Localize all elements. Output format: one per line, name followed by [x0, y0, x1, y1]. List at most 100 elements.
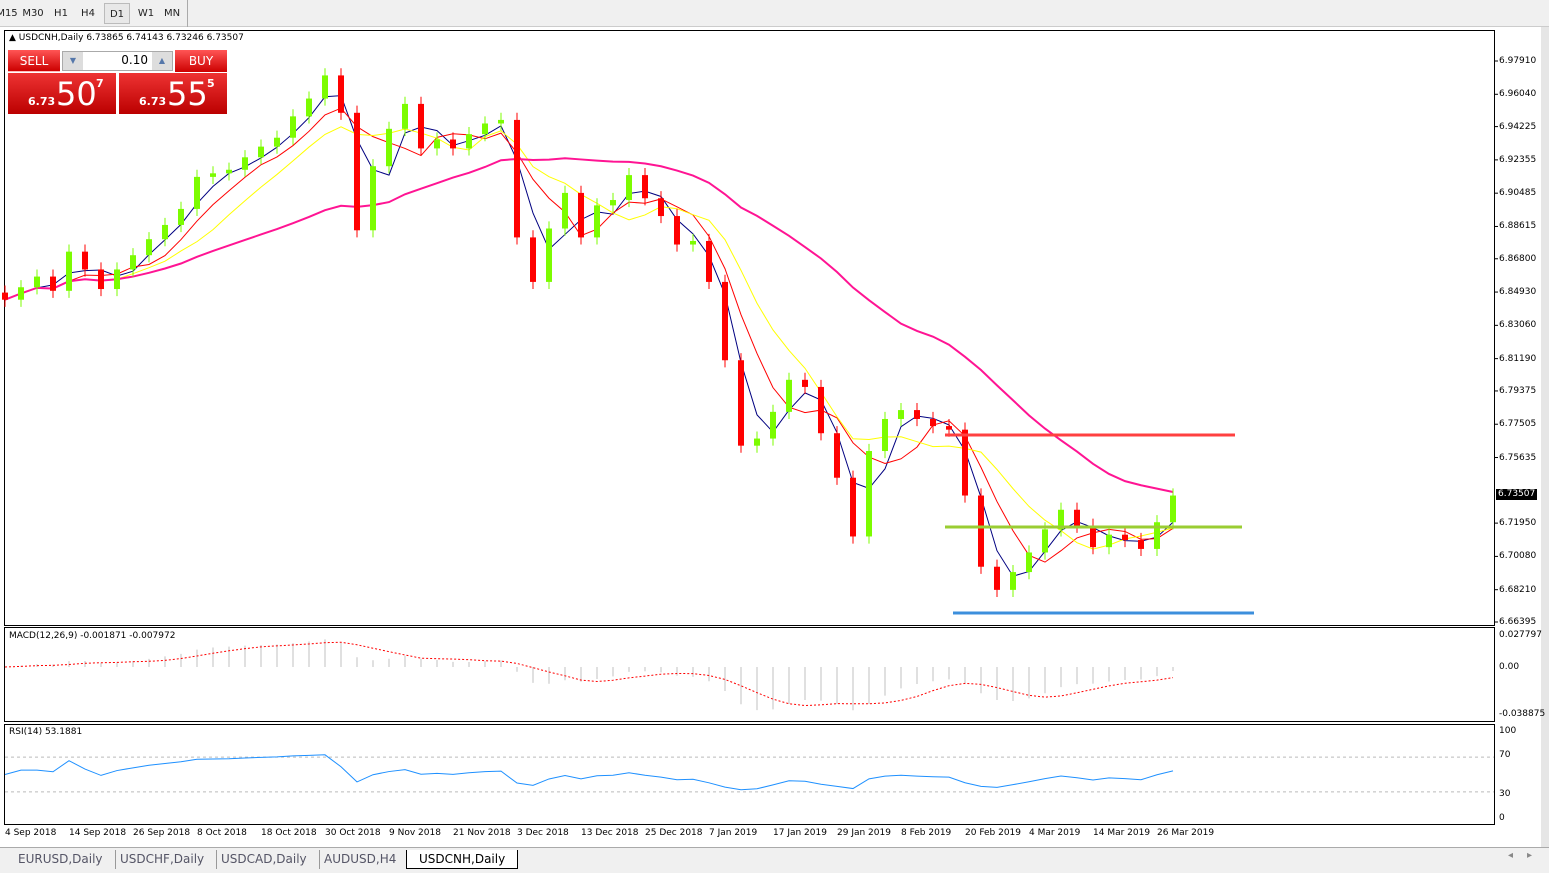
candle-body: [818, 386, 824, 434]
date-tick-label: 4 Mar 2019: [1029, 828, 1081, 838]
toolbar-divider: [187, 0, 188, 27]
rsi-line: [4, 754, 1174, 791]
candle-body: [450, 139, 456, 149]
candle-body: [866, 451, 872, 537]
candle-body: [626, 175, 632, 201]
lot-increase-icon[interactable]: ▲: [152, 52, 172, 70]
date-tick-label: 26 Mar 2019: [1157, 828, 1215, 838]
macd-signal-line: [4, 641, 1174, 707]
candle-body: [466, 134, 472, 149]
candle-body: [1074, 509, 1080, 526]
candle-body: [882, 418, 888, 452]
candle-body: [562, 192, 568, 229]
candle-body: [338, 75, 344, 113]
timeframe-h4[interactable]: H4: [81, 8, 95, 19]
candle-body: [946, 426, 952, 430]
ohlc-high: 6.74143: [126, 33, 164, 43]
candle-body: [642, 175, 648, 199]
timeframe-m15[interactable]: M15: [0, 8, 18, 19]
tab-audusd-h4[interactable]: AUDUSD,H4: [312, 850, 410, 869]
candle-body: [210, 173, 216, 177]
candle-body: [322, 75, 328, 99]
lot-size-input[interactable]: ▼ 0.10 ▲: [62, 51, 173, 71]
candle-body: [754, 438, 760, 446]
candle-body: [386, 128, 392, 167]
candle-body: [1042, 529, 1048, 553]
date-tick-label: 14 Sep 2018: [69, 828, 127, 838]
tab-usdchf-daily[interactable]: USDCHF,Daily: [108, 850, 218, 869]
candle-body: [242, 157, 248, 170]
rsi-label: RSI(14) 53.1881: [9, 727, 83, 737]
candle-body: [1090, 525, 1096, 548]
buy-quote[interactable]: 6.73 55 5: [119, 73, 227, 114]
candle-body: [114, 269, 120, 290]
candle-body: [306, 98, 312, 117]
timeframe-d1[interactable]: D1: [104, 3, 130, 24]
candle-body: [434, 139, 440, 149]
date-tick-label: 25 Dec 2018: [645, 828, 703, 838]
timeframe-w1[interactable]: W1: [137, 8, 155, 19]
candle-body: [578, 192, 584, 238]
ohlc-low: 6.73246: [166, 33, 204, 43]
timeframe-h1[interactable]: H1: [54, 8, 68, 19]
candle-body: [402, 103, 408, 129]
candle-body: [994, 566, 1000, 590]
current-price-label: 6.73507: [1496, 489, 1538, 500]
one-click-trading-panel: SELL ▼ 0.10 ▲ BUY 6.73 50 7 6.73 55 5: [8, 50, 227, 114]
candle-body: [1010, 572, 1016, 590]
price-tick-label: 6.83060: [1499, 320, 1537, 331]
candle-body: [34, 276, 40, 288]
price-tick-label: 6.81190: [1499, 353, 1537, 364]
tab-eurusd-daily[interactable]: EURUSD,Daily: [6, 850, 116, 869]
candle-body: [658, 198, 664, 217]
candle-body: [738, 360, 744, 446]
candle-body: [2, 292, 8, 300]
candle-body: [770, 411, 776, 439]
date-tick-label: 18 Oct 2018: [261, 828, 317, 838]
buy-price-prefix: 6.73: [139, 95, 167, 108]
candle-body: [354, 112, 360, 231]
buy-button[interactable]: BUY: [175, 50, 227, 72]
lot-size-value[interactable]: 0.10: [121, 53, 148, 67]
candle-body: [722, 281, 728, 361]
candle-body: [674, 216, 680, 245]
candle-body: [194, 176, 200, 209]
macd-axis-top: 0.027797: [1499, 630, 1542, 640]
moving-average-line: [4, 107, 1174, 563]
chart-header: ▲ USDCNH,Daily 6.73865 6.74143 6.73246 6…: [9, 33, 244, 43]
sell-button[interactable]: SELL: [8, 50, 60, 72]
candle-body: [930, 418, 936, 427]
tab-usdcad-daily[interactable]: USDCAD,Daily: [209, 850, 320, 869]
price-tick-label: 6.94225: [1499, 121, 1537, 132]
candle-body: [610, 200, 616, 206]
candle-body: [1122, 534, 1128, 541]
date-tick-label: 14 Mar 2019: [1093, 828, 1151, 838]
timeframe-mn[interactable]: MN: [163, 8, 181, 19]
macd-pane[interactable]: [4, 627, 1495, 722]
moving-average-line: [4, 95, 1174, 577]
candle-body: [370, 166, 376, 231]
price-tick-label: 6.90485: [1499, 188, 1537, 199]
candle-body: [514, 119, 520, 238]
date-tick-label: 13 Dec 2018: [581, 828, 639, 838]
main-chart-pane[interactable]: [4, 30, 1495, 626]
sell-quote[interactable]: 6.73 50 7: [8, 73, 116, 114]
timeframe-m30[interactable]: M30: [22, 8, 44, 19]
candle-body: [850, 477, 856, 537]
macd-axis-zero: 0.00: [1499, 662, 1520, 672]
macd-label: MACD(12,26,9) -0.001871 -0.007972: [9, 631, 176, 641]
candle-body: [146, 239, 152, 256]
price-tick-label: 6.92355: [1499, 154, 1537, 165]
scroll-left-icon[interactable]: ◂: [1508, 850, 1514, 861]
tab-usdcnh-daily[interactable]: USDCNH,Daily: [406, 850, 519, 869]
candle-body: [290, 116, 296, 138]
sell-price-big: 50: [56, 75, 97, 113]
rsi-pane[interactable]: [4, 724, 1495, 825]
candle-body: [898, 410, 904, 419]
sell-price-prefix: 6.73: [28, 95, 56, 108]
scroll-right-icon[interactable]: ▸: [1527, 850, 1533, 861]
lot-decrease-icon[interactable]: ▼: [63, 52, 83, 70]
price-tick-label: 6.79375: [1499, 385, 1537, 396]
collapse-triangle-icon[interactable]: ▲: [9, 33, 16, 43]
